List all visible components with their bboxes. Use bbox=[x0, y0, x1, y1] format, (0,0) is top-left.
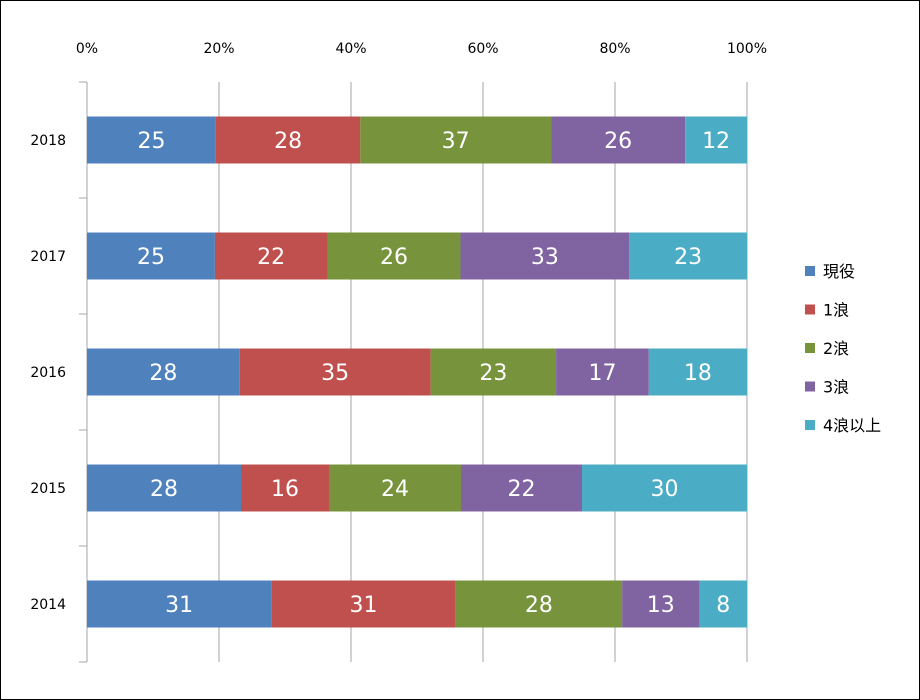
bar-segment bbox=[460, 232, 630, 280]
data-label: 22 bbox=[508, 477, 536, 502]
bar-segment bbox=[461, 464, 582, 512]
data-label: 18 bbox=[684, 361, 712, 386]
legend-swatch bbox=[805, 266, 815, 276]
y-tick-label: 2014 bbox=[30, 597, 66, 613]
x-tick-label: 80% bbox=[599, 41, 630, 57]
bars: 25 28 37 26 12 25 22 26 33 23 28 35 23 17 18 28 16 24 22 30… bbox=[87, 116, 747, 628]
bar-segment bbox=[215, 116, 361, 164]
y-tick-label: 2016 bbox=[30, 365, 66, 381]
legend-label: 4浪以上 bbox=[823, 416, 881, 435]
bar-segment bbox=[87, 116, 216, 164]
legend-label: 3浪 bbox=[823, 378, 849, 397]
legend-swatch bbox=[805, 343, 815, 353]
bar-segment bbox=[360, 116, 552, 164]
bar-segment bbox=[699, 580, 747, 628]
bar-segment bbox=[685, 116, 747, 164]
x-tick-label: 40% bbox=[335, 41, 366, 57]
legend-label: 2浪 bbox=[823, 339, 849, 358]
legend-swatch bbox=[805, 420, 815, 430]
data-label: 30 bbox=[651, 477, 679, 502]
x-tick-label: 60% bbox=[467, 41, 498, 57]
y-tick-label: 2017 bbox=[30, 249, 66, 265]
bar-segment bbox=[329, 464, 461, 512]
data-label: 17 bbox=[588, 361, 616, 386]
data-label: 24 bbox=[381, 477, 409, 502]
data-label: 28 bbox=[150, 477, 178, 502]
bar-segment bbox=[648, 348, 747, 396]
data-label: 23 bbox=[479, 361, 507, 386]
bar-segment bbox=[327, 232, 461, 280]
bar-segment bbox=[551, 116, 686, 164]
axes bbox=[79, 81, 88, 663]
x-tick-label: 20% bbox=[203, 41, 234, 57]
data-label: 28 bbox=[274, 129, 302, 154]
bar-segment bbox=[271, 580, 456, 628]
data-label: 31 bbox=[349, 593, 377, 618]
x-tick-label: 0% bbox=[76, 41, 98, 57]
legend-swatch bbox=[805, 304, 815, 315]
data-label: 26 bbox=[380, 245, 408, 270]
bar-segment bbox=[87, 464, 241, 512]
bar-segment bbox=[87, 232, 215, 280]
legend-swatch bbox=[805, 381, 815, 392]
data-label: 26 bbox=[604, 129, 632, 154]
data-label: 13 bbox=[647, 593, 675, 618]
x-tick-labels: 0% 20% 40% 60% 80% 100% bbox=[76, 41, 767, 57]
data-label: 22 bbox=[257, 245, 285, 270]
legend-label: 現役 bbox=[823, 262, 855, 281]
legend: 現役 1浪 2浪 3浪 4浪以上 bbox=[805, 262, 881, 435]
data-label: 23 bbox=[674, 245, 702, 270]
bar-segment bbox=[214, 232, 328, 280]
data-label: 8 bbox=[716, 593, 730, 618]
bar-segment bbox=[87, 348, 240, 396]
bar-segment bbox=[87, 580, 272, 628]
legend-label: 1浪 bbox=[823, 301, 849, 320]
bar-segment bbox=[556, 348, 649, 396]
bar-segment bbox=[455, 580, 623, 628]
bar-segment bbox=[622, 580, 700, 628]
data-label: 25 bbox=[137, 129, 165, 154]
bar-segment bbox=[629, 232, 747, 280]
data-label: 37 bbox=[442, 129, 470, 154]
bar-segment bbox=[430, 348, 557, 396]
bar-segment bbox=[241, 464, 329, 512]
x-tick-label: 100% bbox=[727, 41, 767, 57]
bar-segment bbox=[582, 464, 747, 512]
bar-segment bbox=[239, 348, 431, 396]
y-tick-label: 2015 bbox=[30, 481, 66, 497]
data-label: 35 bbox=[321, 361, 349, 386]
data-label: 16 bbox=[271, 477, 299, 502]
data-label: 12 bbox=[702, 129, 730, 154]
data-label: 25 bbox=[137, 245, 165, 270]
data-label: 28 bbox=[525, 593, 553, 618]
data-label: 28 bbox=[149, 361, 177, 386]
y-tick-label: 2018 bbox=[30, 133, 66, 149]
data-label: 31 bbox=[165, 593, 193, 618]
y-tick-labels: 2018 2017 2016 2015 2014 bbox=[30, 133, 66, 613]
data-label: 33 bbox=[531, 245, 559, 270]
